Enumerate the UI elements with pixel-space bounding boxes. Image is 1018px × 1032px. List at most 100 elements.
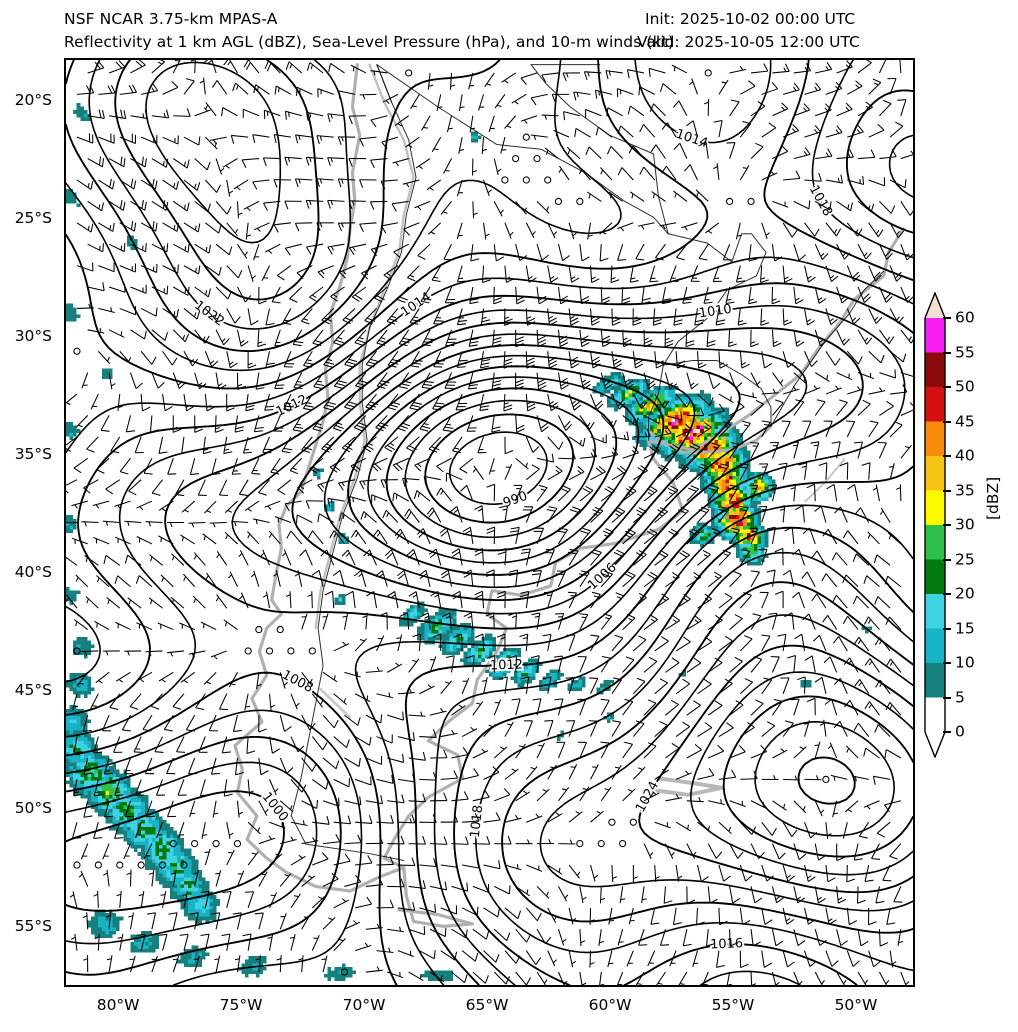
wind-barb	[665, 528, 679, 545]
wind-barb	[265, 308, 275, 326]
wind-barb	[323, 350, 335, 368]
wind-barb	[365, 923, 383, 930]
wind-barb	[380, 479, 398, 489]
wind-barb	[557, 329, 569, 348]
wind-barb	[109, 693, 121, 711]
wind-barb	[536, 372, 547, 390]
wind-barb	[130, 109, 148, 119]
wind-barb	[834, 506, 848, 523]
wind-barb	[823, 656, 838, 673]
wind-barb	[761, 950, 772, 968]
wind-barb	[204, 351, 219, 368]
wind-barb	[158, 500, 174, 512]
wind-barb	[151, 158, 169, 168]
wind-barb	[718, 79, 729, 95]
wind-barb	[194, 415, 203, 433]
wind-barb	[729, 700, 744, 716]
wind-barb	[97, 350, 111, 365]
wind-barb	[226, 394, 235, 412]
wind-barb	[504, 115, 517, 129]
wind-barb	[485, 612, 495, 630]
wind-barb	[729, 372, 743, 389]
wind-barb	[643, 528, 658, 545]
wind-barb	[882, 864, 892, 882]
wind-barb	[579, 166, 591, 181]
wind-barb	[76, 84, 95, 95]
wind-barb	[568, 222, 577, 240]
wind-barb	[214, 955, 221, 973]
wind-barb	[822, 775, 830, 783]
wind-barb	[215, 372, 227, 390]
wind-barb	[878, 929, 889, 947]
wind-barb	[236, 800, 244, 818]
wind-barb	[362, 436, 377, 453]
wind-barb	[629, 191, 645, 202]
wind-barb	[192, 869, 199, 887]
wind-barb	[784, 612, 795, 630]
wind-barb	[654, 351, 665, 369]
wind-barb	[221, 933, 231, 951]
wind-barb	[804, 222, 820, 237]
wind-barb	[294, 570, 303, 587]
wind-barb	[525, 222, 536, 239]
wind-barb	[108, 283, 126, 293]
wind-barb	[790, 698, 800, 716]
wind-barb	[144, 757, 154, 775]
wind-barb	[643, 444, 660, 459]
wind-barb	[383, 265, 399, 281]
wind-barb	[396, 634, 403, 652]
wind-barb	[494, 835, 512, 845]
wind-barb	[725, 286, 735, 304]
wind-barb	[188, 521, 206, 528]
wind-barb	[547, 812, 563, 823]
lat-tick-label: 45°S	[14, 680, 52, 699]
wind-barb	[486, 654, 496, 673]
wind-barb	[297, 479, 313, 494]
wind-barb	[104, 800, 114, 818]
wind-barb	[212, 840, 220, 848]
wind-barb	[590, 810, 604, 823]
wind-barb	[223, 436, 233, 455]
wind-barb	[772, 102, 789, 117]
wind-barb	[350, 457, 367, 473]
wind-barb	[793, 843, 807, 861]
wind-barb	[311, 934, 320, 951]
wind-barb	[522, 176, 530, 184]
wind-barb	[847, 175, 865, 185]
wind-barb	[776, 505, 786, 523]
wind-barb	[276, 955, 282, 973]
wind-barb	[622, 656, 635, 673]
wind-barb	[102, 843, 110, 860]
wind-barb	[162, 393, 173, 412]
wind-barb	[290, 693, 300, 710]
wind-barb	[504, 950, 521, 964]
wind-barb	[349, 495, 367, 506]
wind-barb	[643, 614, 658, 630]
wind-barb	[872, 484, 880, 502]
wind-barb	[632, 549, 647, 566]
wind-barb	[276, 265, 292, 281]
colorbar-over-arrow	[925, 293, 945, 318]
wind-barb	[675, 721, 691, 737]
wind-barb	[884, 749, 902, 759]
wind-barb	[508, 569, 519, 587]
wind-barb	[782, 950, 795, 968]
wind-barb	[632, 592, 647, 609]
wind-barb	[729, 527, 740, 545]
wind-barb	[251, 458, 261, 475]
wind-barb	[868, 387, 886, 395]
map-plot-area[interactable]: 990 990 1000 1000 1006 1006 1008 1008 1010 1010 10…	[64, 58, 915, 987]
wind-barb	[158, 535, 174, 545]
wind-barb	[750, 399, 764, 416]
wind-barb	[463, 569, 474, 587]
wind-barb	[140, 263, 158, 273]
wind-barb	[675, 423, 692, 438]
wind-barb	[579, 448, 598, 459]
wind-barb	[825, 385, 842, 395]
wind-barb	[590, 764, 599, 780]
wind-barb	[782, 124, 800, 138]
wind-barb	[643, 791, 660, 802]
wind-barb	[504, 814, 522, 823]
wind-barb	[210, 757, 220, 775]
wind-barb	[760, 308, 770, 326]
